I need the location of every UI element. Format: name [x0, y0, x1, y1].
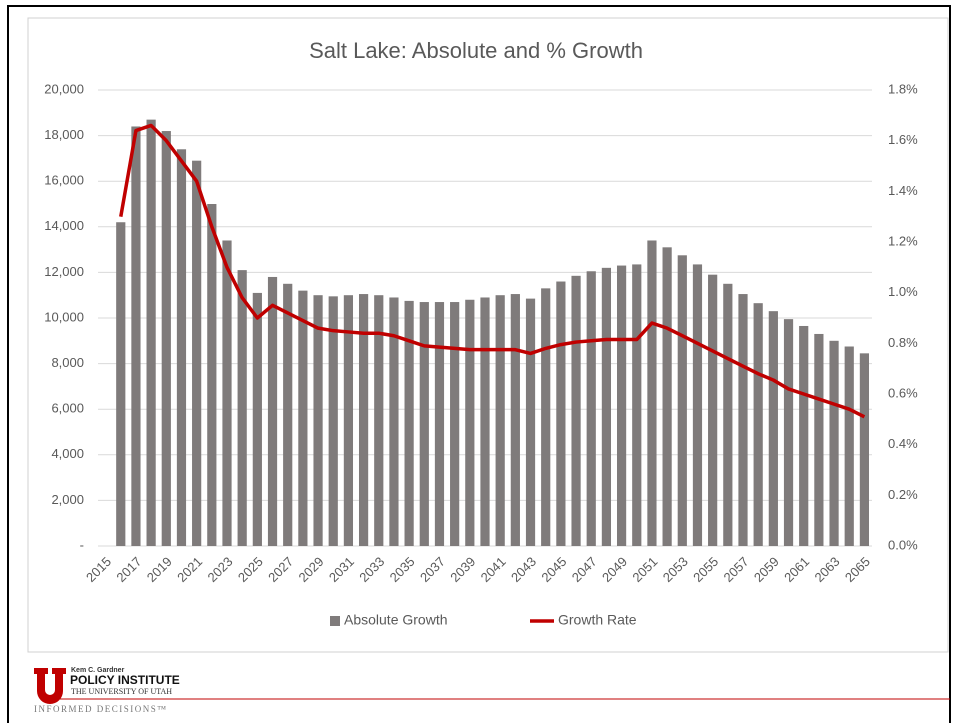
y2-tick-label: 0.2% — [888, 487, 918, 502]
bar — [859, 353, 870, 546]
y-tick-label: 20,000 — [44, 81, 84, 96]
y2-tick-label: 1.2% — [888, 233, 918, 248]
legend-label: Growth Rate — [558, 612, 637, 628]
y2-tick-label: 0.4% — [888, 436, 918, 451]
bar — [753, 303, 763, 546]
bar — [647, 240, 657, 547]
bar — [328, 296, 338, 546]
bar — [495, 295, 505, 546]
bar — [222, 240, 232, 547]
logo-line1: Kem C. Gardner — [71, 667, 125, 674]
logo-tagline: INFORMED DECISIONS™ — [34, 704, 168, 714]
bar — [176, 149, 187, 546]
plot: - 2,000 4,000 6,000 8,000 10,000 12,000 14,000 1… — [44, 81, 918, 627]
bar — [799, 325, 809, 546]
bar — [146, 119, 156, 546]
bar — [723, 283, 733, 546]
bar — [131, 126, 141, 546]
y-tick-label: 10,000 — [44, 309, 84, 324]
y2-tick-label: 0.8% — [888, 335, 918, 350]
y-tick-label: 6,000 — [51, 401, 84, 416]
bar — [783, 319, 794, 546]
bar — [343, 295, 354, 546]
y2-tick-label: 1.8% — [888, 81, 918, 96]
y2-tick-label: 1.0% — [888, 284, 918, 299]
logo-line2: POLICY INSTITUTE — [70, 673, 180, 687]
bar — [404, 300, 414, 546]
bar — [586, 271, 596, 546]
y-tick-label: 14,000 — [44, 218, 84, 233]
logo-mark — [34, 668, 66, 704]
bar — [252, 292, 262, 546]
bar — [829, 340, 839, 546]
bar — [738, 294, 748, 546]
bar — [541, 288, 551, 546]
logo: Kem C. Gardner POLICY INSTITUTE THE UNIV… — [34, 667, 950, 714]
bar — [632, 264, 642, 546]
bar — [267, 276, 278, 546]
bar — [313, 295, 323, 546]
bar — [389, 297, 399, 546]
bar — [510, 294, 520, 546]
bar — [768, 311, 778, 546]
y-tick-label: 18,000 — [44, 127, 84, 142]
bar — [708, 274, 718, 546]
bar — [480, 297, 490, 546]
logo-line3: THE UNIVERSITY OF UTAH — [71, 687, 172, 696]
bar — [192, 160, 202, 546]
bar — [207, 204, 217, 546]
bar — [161, 131, 171, 547]
bar — [450, 302, 460, 546]
bar — [814, 333, 824, 546]
chart-title: Salt Lake: Absolute and % Growth — [309, 38, 643, 63]
y-tick-label: 8,000 — [51, 355, 84, 370]
bar — [283, 283, 293, 546]
bar — [571, 275, 581, 546]
bar — [616, 265, 627, 546]
y-tick-label: 2,000 — [51, 492, 84, 507]
y-tick-label: 12,000 — [44, 264, 84, 279]
y2-tick-label: 1.4% — [888, 183, 918, 198]
y2-tick-label: 1.6% — [888, 132, 918, 147]
y-tick-label: - — [80, 537, 84, 552]
bar — [525, 298, 536, 546]
y-tick-label: 16,000 — [44, 173, 84, 188]
y2-tick-label: 0.6% — [888, 385, 918, 400]
y2-tick-label: 0.0% — [888, 537, 918, 552]
bar — [358, 294, 369, 546]
bar — [662, 247, 672, 546]
rate-line — [119, 123, 866, 419]
legend-swatch — [330, 616, 340, 626]
legend-label: Absolute Growth — [344, 612, 448, 628]
bar — [844, 346, 854, 546]
bar — [116, 222, 126, 547]
bar — [601, 267, 612, 546]
bar — [419, 302, 429, 546]
bar — [677, 255, 687, 547]
bar — [465, 299, 475, 546]
bar — [692, 264, 703, 546]
y-tick-label: 4,000 — [51, 446, 84, 461]
bar — [374, 295, 384, 546]
bar — [237, 270, 247, 546]
bar — [298, 290, 308, 546]
bar — [434, 302, 445, 546]
bar — [556, 281, 566, 546]
